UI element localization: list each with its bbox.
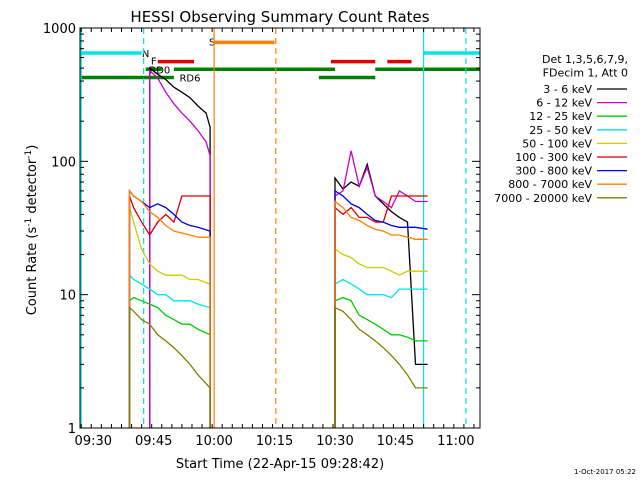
x-axis-ticks: 09:30 09:45 10:00 10:15 10:30 10:45 11:00 (75, 28, 475, 449)
y-tick-label: 1 (68, 422, 76, 437)
legend-entry-label: 100 - 300 keV (515, 151, 592, 164)
x-tick-label: 09:45 (135, 434, 172, 449)
series-line (128, 189, 428, 428)
y-tick-label: 100 (51, 155, 76, 170)
y-axis-ticks: 1 10 100 1000 (43, 22, 480, 437)
plot-frame (79, 27, 481, 429)
x-tick-label: 10:15 (256, 434, 293, 449)
flag-label-s: S (209, 37, 215, 48)
y-tick-label: 1000 (43, 22, 76, 37)
y-axis-label-part: Count Rate (s (25, 227, 40, 316)
series-line (128, 296, 428, 428)
flag-label-f: F (151, 57, 157, 68)
timestamp: 1-Oct-2017 05:22 (574, 468, 636, 476)
y-axis-label-part: ) (25, 145, 40, 150)
y-axis-label: Count Rate (s-1 detector-1) (24, 145, 40, 316)
legend-header: FDecim 1, Att 0 (543, 67, 628, 80)
y-axis-label-part: detector (25, 158, 40, 218)
legend-entry-label: 300 - 800 keV (515, 165, 592, 178)
flag-label-rd0: RD0 (149, 65, 170, 76)
series-line (128, 273, 428, 428)
series-line (128, 207, 428, 428)
series-lines (128, 66, 428, 428)
x-tick-label: 10:00 (195, 434, 232, 449)
legend-entry-label: 800 - 7000 keV (508, 178, 592, 191)
vertical-markers (80, 28, 467, 428)
flag-label-rd6: RD6 (179, 74, 200, 85)
x-tick-label: 10:30 (316, 434, 353, 449)
series-line (128, 195, 428, 428)
x-tick-label: 11:00 (437, 434, 474, 449)
y-tick-label: 10 (59, 289, 76, 304)
y-axis-label-part: -1 (24, 150, 34, 159)
series-line (149, 68, 428, 428)
legend-entry-label: 3 - 6 keV (543, 83, 592, 96)
chart-title: HESSI Observing Summary Count Rates (130, 8, 429, 26)
legend-entry-label: 6 - 12 keV (536, 97, 592, 110)
y-axis-label-part: -1 (24, 218, 34, 227)
x-tick-label: 09:30 (75, 434, 112, 449)
flag-label-n: N (142, 49, 149, 60)
legend: Det 1,3,5,6,7,9,FDecim 1, Att 0 3 - 6 keV… (494, 53, 628, 205)
x-tick-label: 10:45 (377, 434, 414, 449)
legend-header: Det 1,3,5,6,7,9, (542, 53, 628, 66)
legend-entry-label: 7000 - 20000 keV (494, 192, 592, 205)
flag-bars: NF S RD0 RD6 (81, 37, 480, 85)
series-line (128, 189, 428, 428)
legend-entry-label: 12 - 25 keV (529, 110, 592, 123)
legend-entry-label: 50 - 100 keV (522, 137, 592, 150)
x-axis-label: Start Time (22-Apr-15 09:28:42) (176, 457, 384, 472)
series-line (128, 306, 428, 428)
legend-entry-label: 25 - 50 keV (529, 124, 592, 137)
